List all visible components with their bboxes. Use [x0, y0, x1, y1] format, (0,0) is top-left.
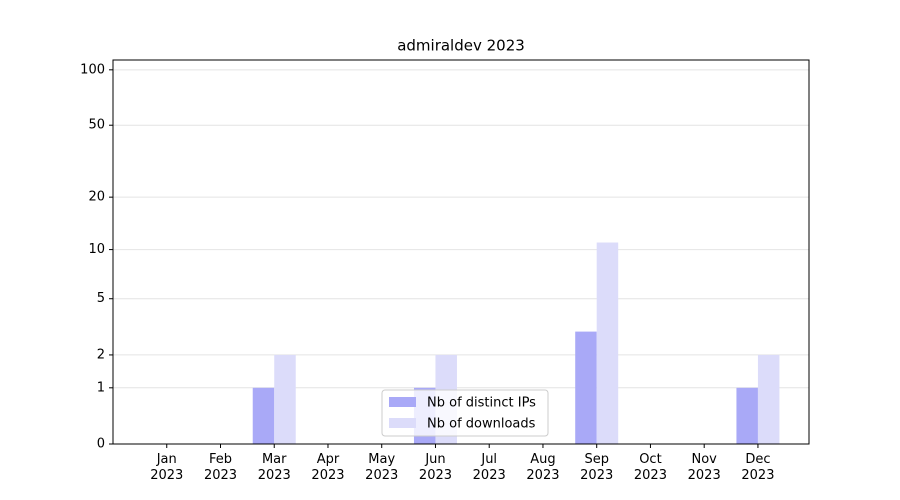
x-tick-label: Jun 2023 — [418, 452, 453, 483]
bar — [575, 331, 597, 444]
x-tick-label: Mar 2023 — [257, 452, 291, 483]
y-tick-label: 10 — [88, 242, 105, 257]
x-tick-label: Aug 2023 — [526, 452, 560, 483]
y-tick-label: 20 — [88, 190, 105, 205]
y-tick-label: 0 — [97, 437, 105, 452]
plot-frame — [112, 59, 810, 445]
bar — [757, 354, 780, 444]
x-tick-label: Apr 2023 — [311, 452, 345, 483]
y-tick-label: 2 — [97, 347, 105, 362]
x-tick-label: Jul 2023 — [472, 452, 506, 483]
y-tick-label: 100 — [80, 62, 105, 77]
chart-title: admiraldev 2023 — [397, 37, 525, 55]
bar — [274, 354, 296, 444]
x-tick-label: Oct 2023 — [633, 452, 667, 483]
y-tick-label: 5 — [97, 291, 105, 306]
legend-label: Nb of distinct IPs — [427, 396, 536, 411]
x-tick-label: Jan 2023 — [150, 452, 184, 483]
bar — [596, 242, 619, 444]
x-tick-label: Sep 2023 — [580, 452, 614, 483]
x-tick-label: May 2023 — [365, 452, 399, 483]
x-tick-label: Dec 2023 — [741, 452, 775, 483]
y-tick-label: 1 — [97, 380, 105, 395]
y-tick-label: 50 — [88, 118, 105, 133]
x-tick-label: Nov 2023 — [687, 452, 721, 483]
bar — [736, 387, 758, 444]
bar — [252, 387, 275, 444]
legend-label: Nb of downloads — [427, 417, 536, 432]
legend-box — [381, 389, 549, 437]
legend-swatch — [389, 397, 416, 407]
x-tick-label: Feb 2023 — [203, 452, 238, 483]
legend-swatch — [389, 418, 416, 428]
